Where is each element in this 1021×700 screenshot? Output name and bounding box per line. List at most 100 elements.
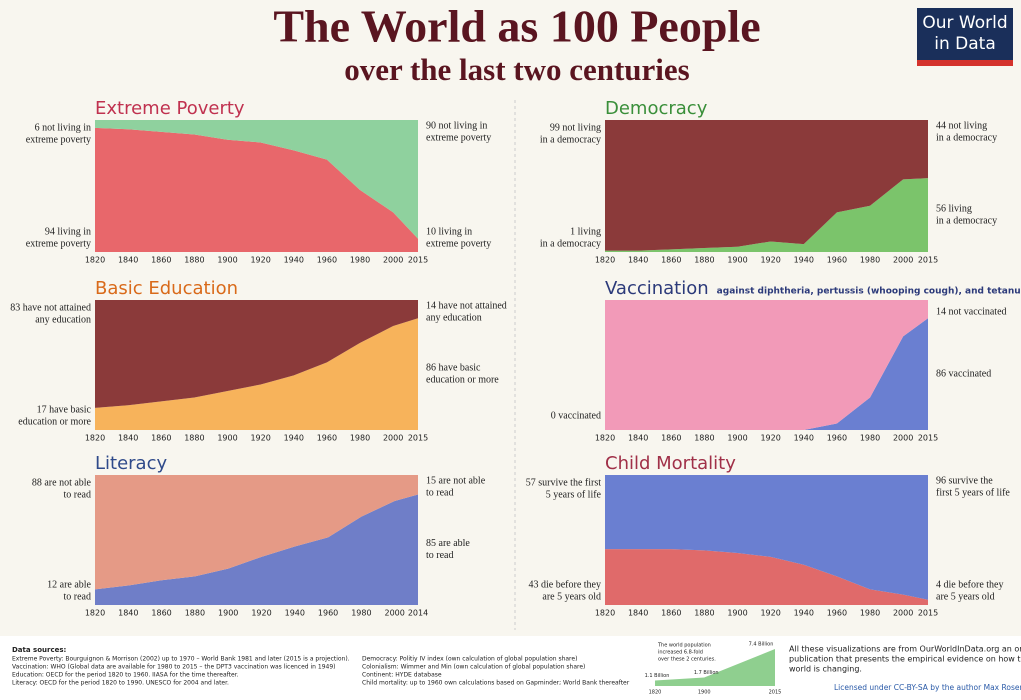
x-tick-label: 1880 [694,609,714,618]
annotation: 88 are not able [32,477,92,488]
annotation: to read [64,489,92,500]
annotation: are 5 years old [936,591,995,602]
annotation: 56 living [936,203,972,214]
license: Licensed under CC-BY-SA by the author Ma… [834,683,1021,692]
footer-band [0,636,1021,700]
x-tick-label: 1960 [318,609,338,618]
x-tick-label: 1980 [351,609,371,618]
annotation: 83 have not attained [10,302,91,313]
x-tick-label: 1980 [860,434,880,443]
x-tick-label: 1900 [698,690,711,696]
x-tick-label: 1940 [284,434,304,443]
annotation: any education [35,314,91,325]
annotation: 6 not living in [35,122,91,133]
chart-title: Literacy [95,453,167,474]
annotation: 0 vaccinated [551,410,601,421]
annotation: 85 are able [426,538,470,549]
x-tick-label: 2015 [918,256,938,265]
x-tick-label: 1820 [85,434,105,443]
x-tick-label: 2015 [918,434,938,443]
annotation: extreme poverty [26,134,91,145]
x-tick-label: 1920 [250,434,270,443]
x-tick-label: 1960 [827,256,847,265]
x-tick-label: 1960 [317,256,337,265]
area-segment [95,127,418,252]
x-tick-label: 1860 [661,256,681,265]
annotation: 96 survive the [936,475,993,486]
x-tick-label: 1900 [727,434,747,443]
x-tick-label: 1820 [85,256,105,265]
x-tick-label: 1980 [860,256,880,265]
annotation: 86 have basic [426,362,481,373]
annotation: 10 living in [426,226,472,237]
annotation: in a democracy [936,132,997,143]
x-tick-label: 1840 [628,256,648,265]
source-line: Democracy: Politiy IV index (own calcula… [362,656,577,663]
area-segment [95,120,418,239]
annotation: 57 survive the first [526,477,601,488]
chart-subtitle: against diphtheria, pertussis (whooping … [717,287,1021,297]
value-label: 1.1 Billion [645,673,670,679]
chart-title: Extreme Poverty [95,98,245,119]
x-tick-label: 1940 [285,609,305,618]
annotation: are 5 years old [542,591,601,602]
x-tick-label: 2000 [385,609,405,618]
x-tick-label: 1880 [694,256,714,265]
annotation: 1 living [570,226,601,237]
x-tick-label: 2014 [408,609,428,618]
x-tick-label: 1820 [595,256,615,265]
x-tick-label: 1880 [184,256,204,265]
source-line: Extreme Poverty: Bourguignon & Morrison … [12,656,350,663]
x-tick-label: 1960 [827,434,847,443]
x-tick-label: 1840 [118,434,138,443]
x-tick-label: 1820 [85,609,105,618]
annotation: over these 2 centuries. [658,657,716,663]
x-tick-label: 1860 [661,434,681,443]
note-line: publication that presents the empirical … [789,655,1021,664]
annotation: 14 not vaccinated [936,306,1007,317]
x-tick-label: 1920 [250,256,270,265]
sources-title: Data sources: [12,646,67,654]
x-tick-label: 1840 [118,609,138,618]
x-tick-label: 1920 [760,609,780,618]
area-segment [605,549,928,605]
x-tick-label: 1840 [118,256,138,265]
annotation: 43 die before they [529,579,601,590]
x-tick-label: 1960 [827,609,847,618]
note-line: All these visualizations are from OurWor… [789,645,1021,654]
logo-stripe [917,60,1013,66]
annotation: 12 are able [47,579,91,590]
x-tick-label: 2000 [893,434,913,443]
x-tick-label: 1960 [317,434,337,443]
annotation: extreme poverty [426,238,491,249]
annotation: to read [426,487,454,498]
x-tick-label: 1900 [727,609,747,618]
logo-text: Our World [922,13,1007,33]
value-label: 1.7 Billion [694,670,719,676]
x-tick-label: 1820 [649,690,662,696]
x-tick-label: 1840 [628,434,648,443]
area-segment [605,475,928,600]
annotation: extreme poverty [26,238,91,249]
chart-title: Democracy [605,98,708,119]
x-tick-label: 1920 [251,609,271,618]
area-segment [95,475,418,590]
area-segment [95,300,418,408]
main-subtitle: over the last two centuries [344,52,690,87]
annotation: extreme poverty [426,132,491,143]
chart-title: Vaccination [605,278,709,299]
annotation: 99 not living [550,122,601,133]
x-tick-label: 2015 [408,256,428,265]
x-tick-label: 2000 [893,609,913,618]
source-line: Continent: HYDE database [362,672,442,679]
source-line: Colonialism: Wimmer and Min (own calcula… [362,664,585,671]
annotation: 90 not living in [426,120,487,131]
area-segment [605,318,928,430]
x-tick-label: 1920 [760,256,780,265]
annotation: 15 are not able [426,475,486,486]
note-line: world is changing. [789,665,862,674]
x-tick-label: 1920 [760,434,780,443]
x-tick-label: 1880 [694,434,714,443]
